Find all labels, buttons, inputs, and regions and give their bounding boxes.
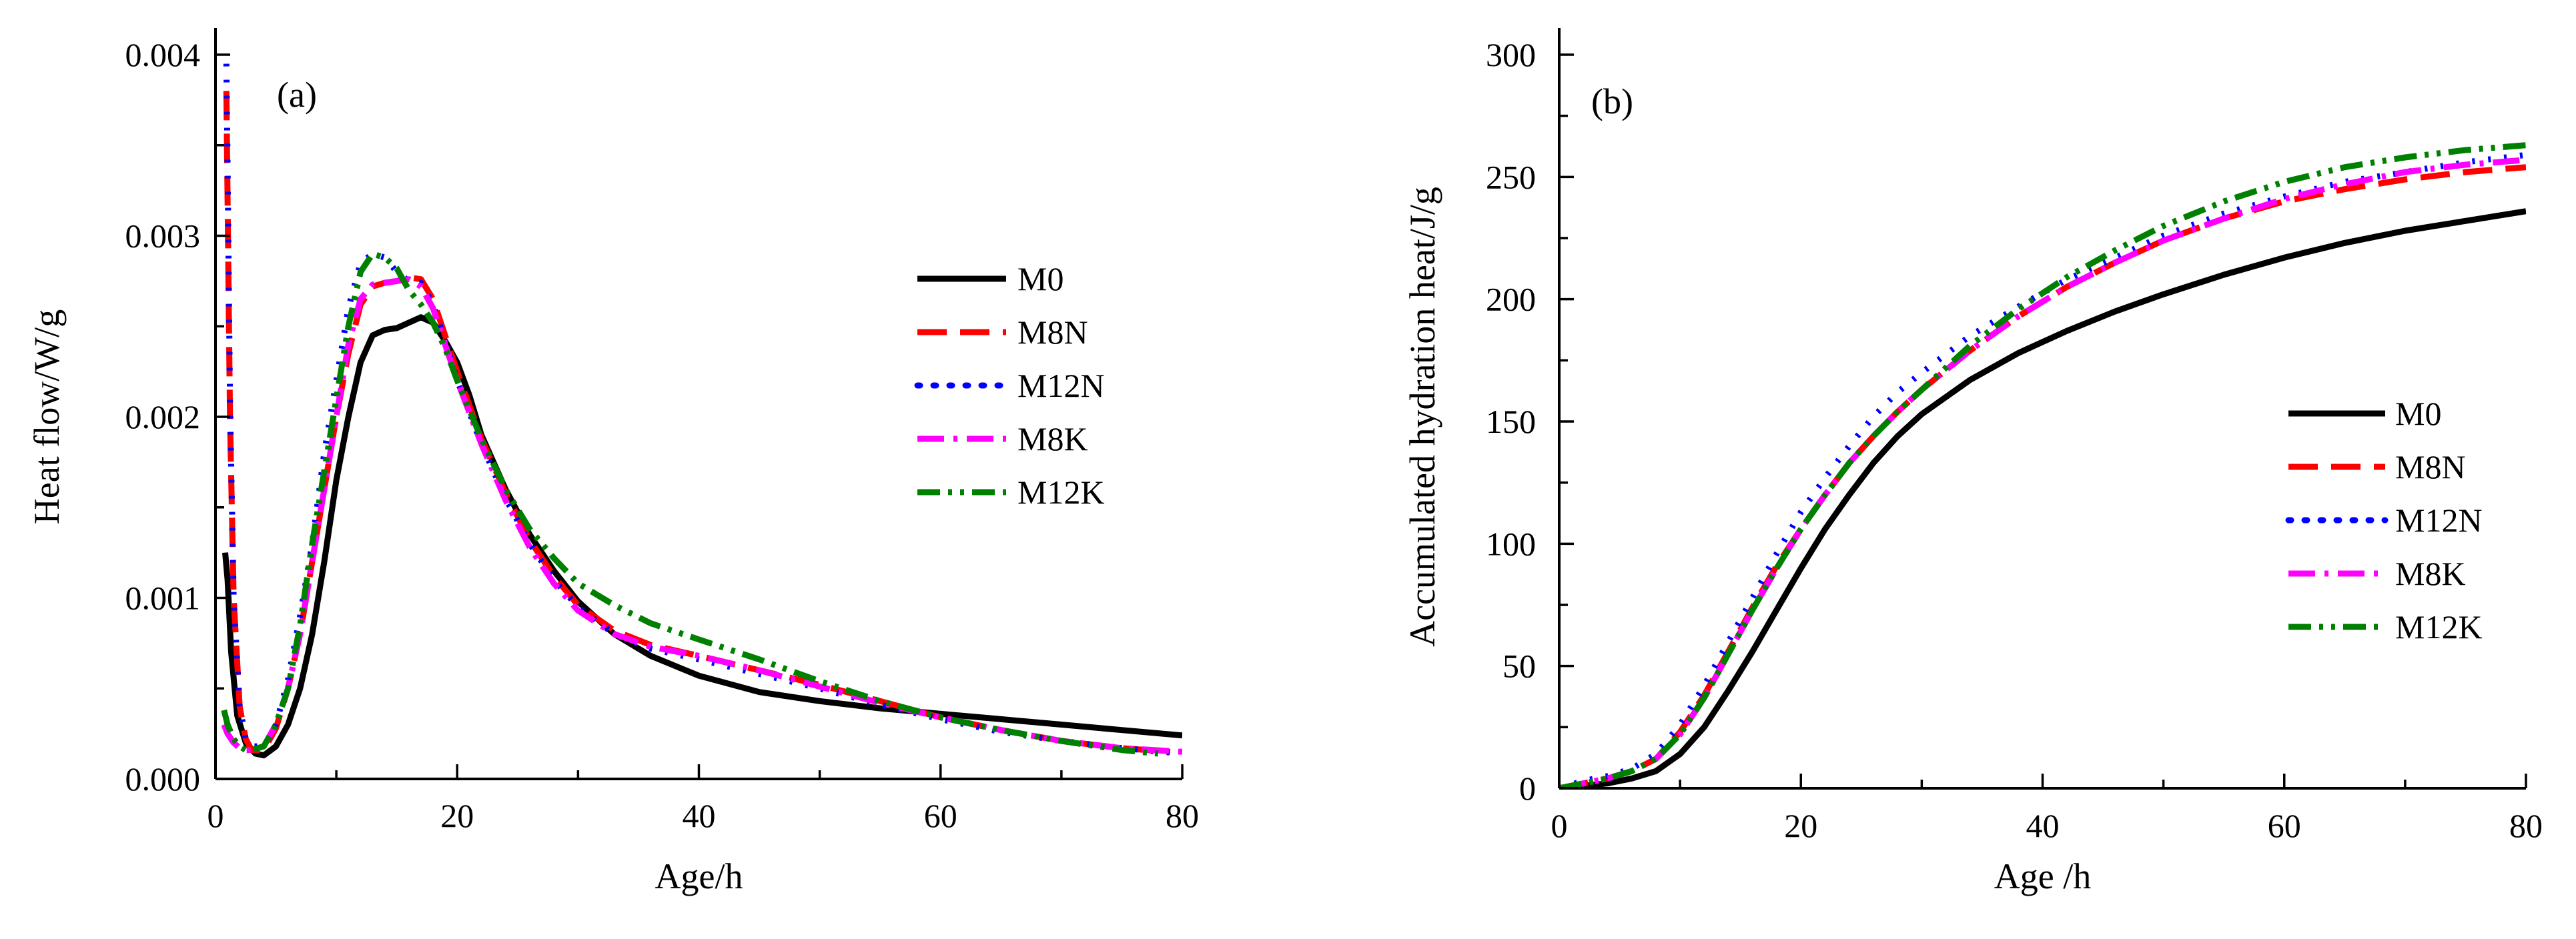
x-tick-label: 40 — [683, 797, 716, 834]
panel-b-accumulated-heat-chart: 0 20 40 60 80 0 50 100 150 200 250 300 Age /h Accumul… — [1402, 28, 2543, 896]
y-tick-label: 100 — [1486, 525, 1536, 562]
x-tick-label: 80 — [1166, 797, 1199, 834]
y-tick-label: 200 — [1486, 281, 1536, 318]
y-tick-label: 0.004 — [125, 36, 201, 73]
y-tick-label: 250 — [1486, 158, 1536, 195]
panel-a-heat-flow-chart: 0 20 40 60 80 0.000 0.001 0.002 0.003 0.004 Age/h H… — [27, 28, 1199, 896]
x-axis-label: Age/h — [655, 856, 743, 896]
legend-label-m0: M0 — [2395, 395, 2441, 432]
y-axis-label: Accumulated hydration heat/J/g — [1402, 187, 1442, 647]
legend: M0 M8N M12N M8K M12K — [914, 260, 1105, 511]
series-line-m0 — [1559, 208, 2526, 788]
x-tick-label: 20 — [1784, 807, 1817, 844]
series-line-m12k — [1559, 142, 2526, 788]
x-tick-label: 0 — [207, 797, 224, 834]
y-tick-label: 0.002 — [125, 398, 201, 435]
x-tick-label: 60 — [2268, 807, 2301, 844]
legend-label-m8n: M8N — [2395, 448, 2466, 486]
x-axis-label: Age /h — [1994, 856, 2091, 896]
series-group — [1559, 142, 2526, 788]
series-line-m12k — [221, 251, 1159, 757]
y-tick-label: 0.003 — [125, 217, 201, 255]
legend-label-m12k: M12K — [1017, 474, 1105, 511]
legend-label-m0: M0 — [1017, 260, 1063, 297]
y-axis-label: Heat flow/W/g — [27, 309, 67, 524]
y-tick-label: 300 — [1486, 36, 1536, 73]
panel-label: (b) — [1591, 81, 1633, 121]
series-group — [221, 63, 1182, 759]
legend-label-m12k: M12K — [2395, 608, 2483, 646]
x-tick-label: 0 — [1551, 807, 1568, 844]
legend: M0 M8N M12N M8K M12K — [2285, 395, 2483, 646]
panel-label: (a) — [277, 75, 317, 115]
y-tick-label: 50 — [1502, 648, 1536, 685]
x-tick-label: 80 — [2509, 807, 2543, 844]
series-line-m0 — [222, 314, 1182, 759]
y-tick-label: 0.001 — [125, 580, 201, 617]
legend-label-m12n: M12N — [1017, 367, 1105, 404]
legend-label-m12n: M12N — [2395, 502, 2483, 539]
x-tick-label: 60 — [924, 797, 957, 834]
y-tick-label: 0.000 — [125, 760, 201, 798]
legend-label-m8k: M8K — [1017, 420, 1088, 457]
series-line-m12n — [223, 63, 1182, 757]
y-tick-label: 150 — [1486, 403, 1536, 440]
x-tick-label: 40 — [2026, 807, 2060, 844]
legend-label-m8n: M8N — [1017, 313, 1088, 351]
legend-label-m8k: M8K — [2395, 555, 2466, 592]
x-tick-label: 20 — [440, 797, 474, 834]
y-tick-label: 0 — [1519, 770, 1536, 807]
